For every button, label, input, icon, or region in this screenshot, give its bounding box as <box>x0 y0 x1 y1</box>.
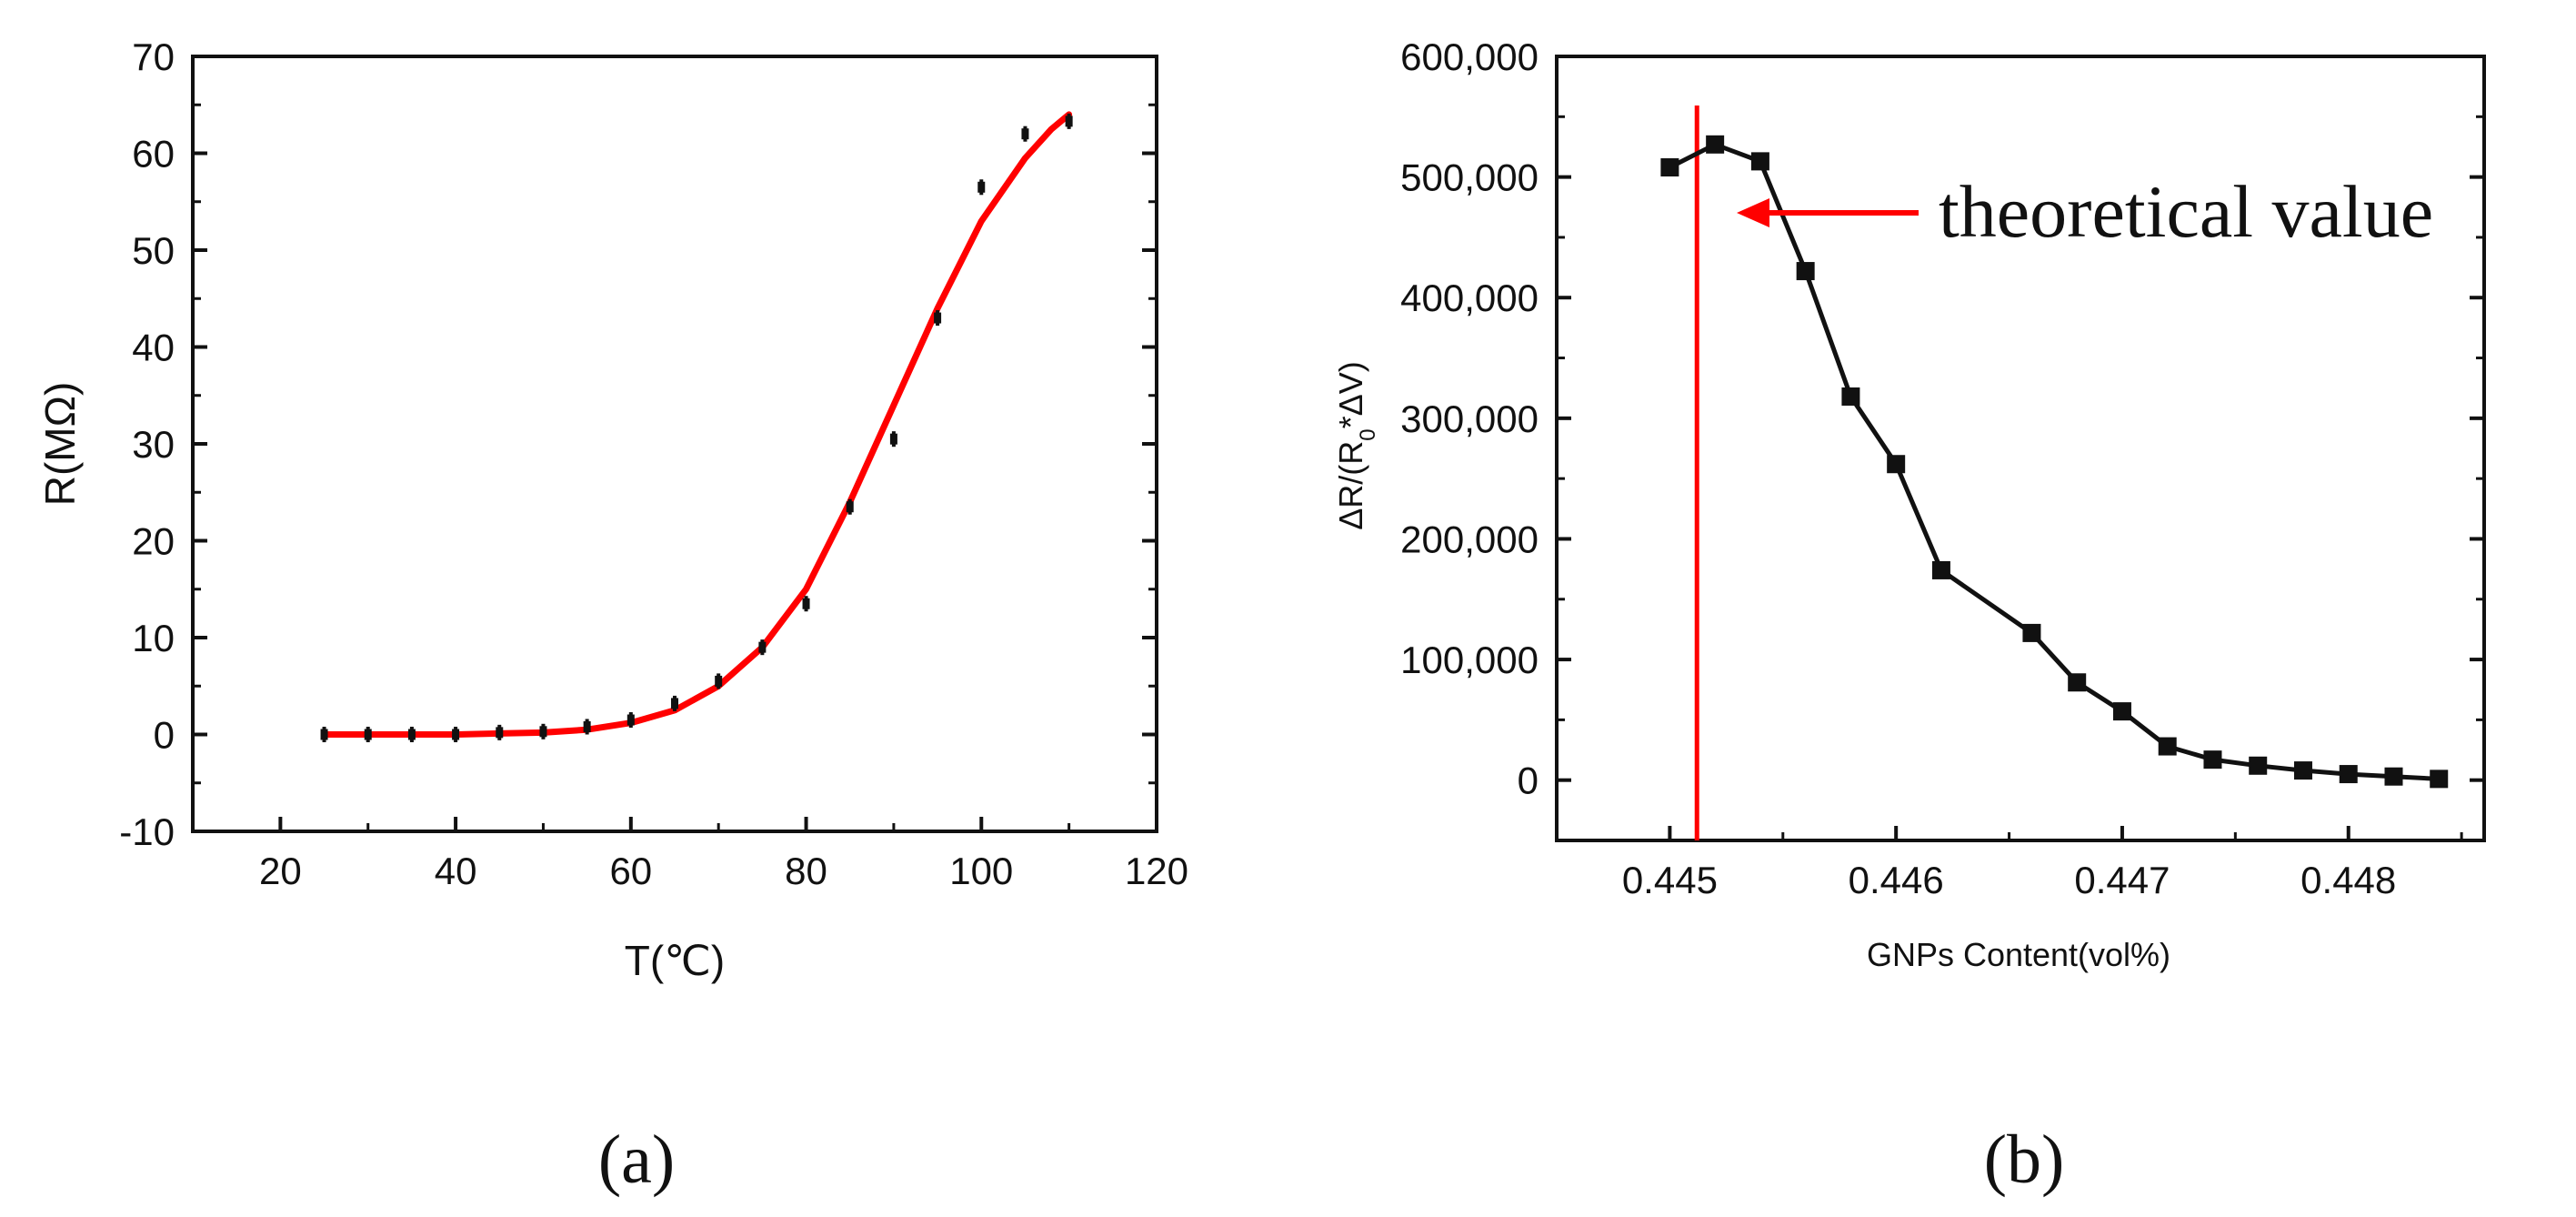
chart-b-y-axis-title-main: ΔR/(R <box>1332 441 1369 530</box>
chart-b-data-point <box>1796 262 1815 281</box>
chart-a-data-point <box>452 729 460 740</box>
chart-a-data-point <box>802 598 810 609</box>
chart-a-fit-layer <box>321 111 1073 738</box>
chart-a-points-layer <box>320 113 1073 743</box>
chart-a-y-tick-label: 0 <box>154 714 175 757</box>
chart-a-data-point <box>889 433 897 445</box>
chart-a-x-tick-label: 80 <box>785 850 827 892</box>
chart-a-data-point <box>671 698 678 709</box>
chart-b-series-layer <box>1660 135 2449 789</box>
chart-b-data-point <box>2022 623 2041 642</box>
chart-a-y-tick-label: 40 <box>132 327 175 369</box>
chart-b-x-tick-label: 0.447 <box>2074 859 2170 901</box>
chart-a-data-point <box>977 181 986 193</box>
chart-b-y-tick-label: 0 <box>1518 759 1539 802</box>
chart-a-fit-line <box>321 111 1073 738</box>
chart-b-y-tick-label: 300,000 <box>1400 397 1539 440</box>
annotation-arrow-head <box>1737 198 1769 227</box>
chart-b-x-tick-label: 0.448 <box>2300 859 2396 901</box>
chart-b-x-axis-title: GNPs Content(vol%) <box>1867 936 2170 973</box>
chart-a-data-point <box>320 729 328 740</box>
chart-b-data-point <box>1931 560 1950 579</box>
chart-a-data-point <box>1021 128 1029 140</box>
chart-a-x-axis-title: T(℃) <box>625 937 725 984</box>
chart-a-panel-label: (a) <box>598 1121 675 1198</box>
chart-a-data-point <box>934 312 942 324</box>
chart-b-y-axis-title: ΔR/(R0*ΔV) <box>1332 361 1380 529</box>
chart-a-data-point <box>626 714 635 726</box>
chart-a-y-tick-label: 20 <box>132 520 175 563</box>
chart-a-data-point <box>583 720 591 732</box>
chart-a-x-tick-label: 120 <box>1125 850 1188 892</box>
chart-b-annotation: theoretical value <box>1737 170 2433 253</box>
chart-b-y-tick-label: 100,000 <box>1400 639 1539 681</box>
chart-b-data-point <box>2249 756 2268 775</box>
chart-b-data-point <box>2203 750 2222 769</box>
chart-a-y-axis-title: R(MΩ) <box>36 382 84 507</box>
chart-a-data-point <box>407 729 416 740</box>
chart-b-y-tick-label: 500,000 <box>1400 156 1539 199</box>
chart-a-x-tick-label: 100 <box>949 850 1013 892</box>
chart-b-data-point <box>1706 135 1725 154</box>
chart-b-panel-label: (b) <box>1984 1121 2065 1198</box>
chart-b-data-point <box>1841 387 1860 406</box>
chart-b-x-tick-label: 0.445 <box>1622 859 1718 901</box>
chart-a-x-tick-label: 40 <box>435 850 477 892</box>
chart-b-data-point <box>2293 761 2312 780</box>
chart-b-y-tick-label: 400,000 <box>1400 277 1539 319</box>
chart-b-plot-frame <box>1555 55 2486 842</box>
chart-b-data-point <box>2068 673 2087 692</box>
chart-a-data-point <box>715 675 723 687</box>
chart-a-x-tick-label: 20 <box>259 850 302 892</box>
chart-a-y-tick-label: 60 <box>132 133 175 176</box>
chart-a-data-point <box>1065 116 1073 127</box>
chart-a-y-tick-label: -10 <box>119 810 175 853</box>
chart-b-data-point <box>2384 767 2403 786</box>
chart-a-y-tick-label: 50 <box>132 229 175 272</box>
chart-b-ticks: 0.445 0.446 0.447 0.448 0 100,000 200,000 300,0… <box>1400 35 2484 901</box>
chart-b-x-tick-label: 0.446 <box>1849 859 1944 901</box>
chart-b-y-tick-label: 200,000 <box>1400 518 1539 560</box>
chart-a: 20 40 60 80 100 120 -10 0 10 20 30 40 50 60 70 T(℃) R(… <box>36 35 1188 1198</box>
chart-b-data-point <box>1750 152 1769 171</box>
chart-a-data-point <box>364 729 372 740</box>
chart-b-data-point <box>2158 737 2177 756</box>
chart-b-data-point <box>2339 765 2358 784</box>
chart-b-data-point <box>1887 455 1906 474</box>
chart-a-ticks: 20 40 60 80 100 120 -10 0 10 20 30 40 50 60 70 <box>119 35 1188 892</box>
chart-b-data-point <box>2430 769 2449 789</box>
chart-b-data-point <box>1660 158 1679 177</box>
chart-a-y-tick-label: 30 <box>132 423 175 466</box>
chart-b: 0.445 0.446 0.447 0.448 0 100,000 200,000 300,0… <box>1332 35 2486 1198</box>
chart-a-data-point <box>496 727 504 739</box>
chart-b-y-axis-title-sub: 0 <box>1356 428 1380 440</box>
chart-a-y-tick-label: 10 <box>132 617 175 659</box>
chart-a-data-point <box>846 501 854 513</box>
chart-a-data-point <box>539 726 547 738</box>
chart-a-x-tick-label: 60 <box>609 850 652 892</box>
chart-b-data-point <box>2112 702 2131 721</box>
annotation-text: theoretical value <box>1939 170 2433 253</box>
chart-a-y-tick-label: 70 <box>132 35 175 78</box>
chart-b-y-tick-label: 600,000 <box>1400 35 1539 78</box>
chart-a-data-point <box>758 641 767 653</box>
chart-b-y-axis-title-tail: *ΔV) <box>1332 361 1369 428</box>
